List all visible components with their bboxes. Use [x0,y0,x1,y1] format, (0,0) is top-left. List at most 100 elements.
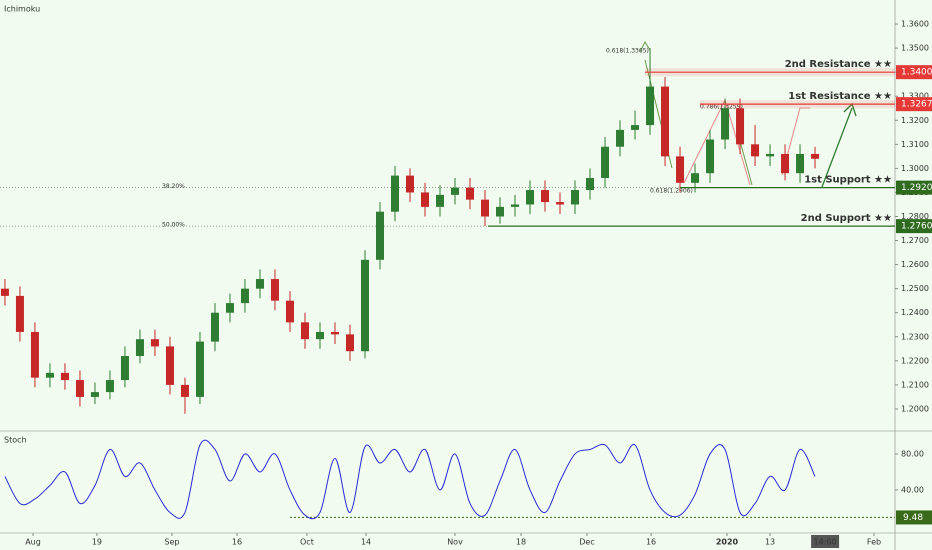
candle-body [300,322,309,340]
candle-body [556,202,565,205]
candle-body [30,331,39,378]
fib-label: 38.20% [162,183,185,190]
candle-body [15,295,24,332]
y-tick-label: 1.3000 [901,164,929,173]
candle-body [466,187,475,200]
y-tick-label: 1.2400 [901,308,929,317]
candle-body [601,146,610,179]
candle-body [691,173,700,183]
candle-body [150,339,159,347]
level-label: 2nd Resistance ★★ [785,59,892,70]
candle-body [646,86,655,126]
candle-body [330,331,339,335]
candle-body [240,288,249,304]
indicator-label: Stoch [4,436,27,445]
x-tick-label: 14 [361,538,371,547]
level-label: 2nd Support ★★ [801,213,892,224]
candle-body [255,279,264,289]
candle-body [405,175,414,193]
candle-body [751,144,760,157]
x-tick-label: Sep [164,538,179,547]
candle-body [90,392,99,397]
x-tick-label: 16 [232,538,242,547]
level-label: 1st Support ★★ [804,175,892,186]
x-tick-label: 18 [516,538,526,547]
candle-body [45,372,54,378]
candle-body [180,384,189,397]
candle-body [451,187,460,195]
x-tick-label: Feb [867,538,881,547]
candle-body [676,156,685,183]
candle-body [796,153,805,174]
level-label: 1st Resistance ★★ [788,91,892,102]
level-badge [896,219,932,234]
candle-body [511,204,520,207]
candle-body [225,303,234,313]
candle-body [811,153,820,159]
y-tick-label: 1.2500 [901,284,929,293]
y-tick-label: 1.2600 [901,260,929,269]
candle-body [360,259,369,352]
candle-body [766,153,775,157]
x-tick-label: 19 [92,538,102,547]
level-badge-label: 1.2760 [901,222,932,232]
candle-body [661,86,670,157]
y-tick-label: 1.2100 [901,380,929,389]
y-tick-label: 1.2300 [901,332,929,341]
candle-body [420,192,429,207]
candle-body [375,211,384,260]
candle-body [721,108,730,140]
stoch-line [4,439,816,520]
x-tick-label: Aug [25,538,41,547]
candle-body [631,125,640,130]
candle-body [105,380,114,393]
y-tick-label: 80.00 [901,449,924,458]
fib-annotation: 0.618(1.2906) [650,188,693,195]
candle-body [285,300,294,323]
candle-body [586,178,595,191]
fib-annotation: 0.786(1.3259) [700,104,743,111]
candle-body [135,339,144,357]
candle-body [616,129,625,147]
x-tick-label: 16 [646,538,656,547]
candle-body [736,108,745,145]
y-tick-label: 1.3600 [901,20,929,29]
candle-body [75,380,84,397]
y-tick-label: 1.2000 [901,404,929,413]
candle-body [781,153,790,174]
level-badge-label: 1.3267 [901,100,932,110]
candle-body [60,372,69,381]
fib-annotation: 0.618(1.3365) [606,48,649,55]
candle-body [165,346,174,385]
candle-body [120,356,129,381]
candle-body [345,334,354,352]
stoch-badge [896,510,932,525]
candle-body [481,199,490,217]
stoch-badge-label: 9.48 [903,513,923,523]
candle-body [270,279,279,301]
candle-body [706,139,715,174]
y-tick-label: 1.3500 [901,44,929,53]
indicator-label: Ichimoku [4,5,40,14]
candle-body [315,331,324,340]
y-tick-label: 40.00 [901,485,924,494]
level-badge [896,97,932,112]
y-tick-label: 1.3300 [901,92,929,101]
candle-body [541,190,550,203]
y-tick-label: 1.3100 [901,140,929,149]
x-tick-label: 2020 [716,538,739,547]
time-badge-label: 14:00 [814,538,837,547]
candle-body [0,288,9,296]
candle-body [390,175,399,212]
y-tick-label: 1.2700 [901,236,929,245]
x-tick-label: Oct [300,538,314,547]
level-badge [896,65,932,80]
candle-body [571,190,580,205]
level-badge-label: 1.2920 [901,183,932,193]
y-tick-label: 1.3200 [901,116,929,125]
candle-body [496,206,505,217]
candle-body [435,194,444,207]
x-tick-label: Dec [579,538,594,547]
